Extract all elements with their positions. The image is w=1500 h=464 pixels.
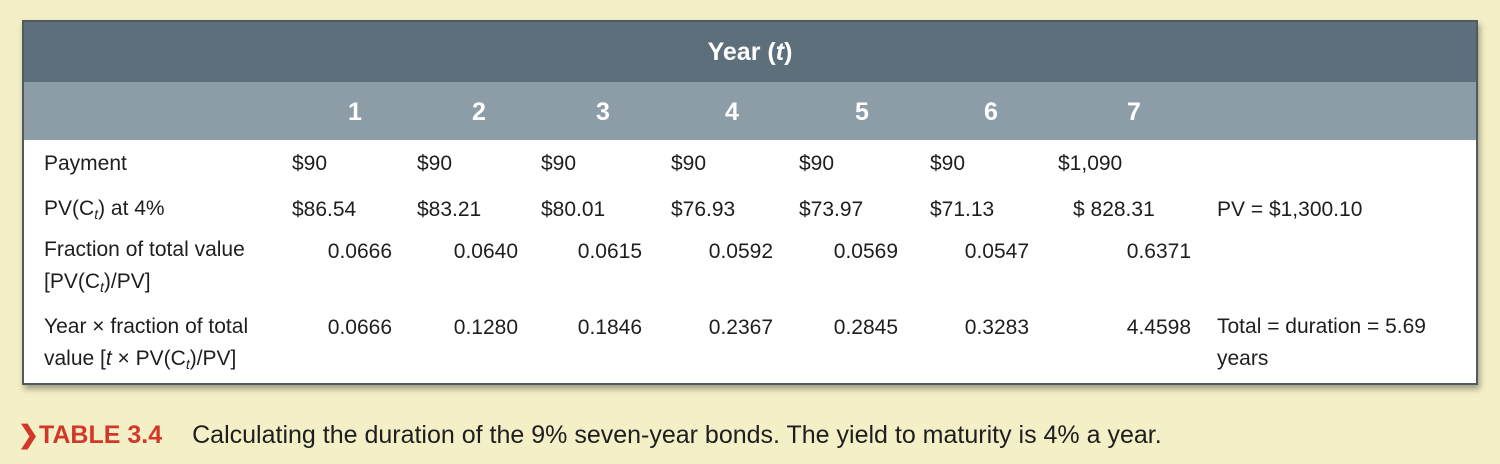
duration-total: Total = duration = 5.69 years: [1217, 315, 1426, 370]
fraction-cell: 0.0569: [833, 240, 898, 263]
year-header-var: t: [775, 37, 785, 66]
year-fraction-cell: 0.1846: [577, 316, 642, 339]
column-header-1: 1: [348, 98, 362, 126]
fraction-cell: 0.0615: [577, 240, 642, 263]
payment-cell: $90: [930, 152, 966, 175]
pv-cell: $ 828.31: [1073, 198, 1155, 221]
pv-total: PV = $1,300.10: [1217, 198, 1363, 221]
payment-cell: $90: [417, 152, 453, 175]
pv-cell: $80.01: [541, 198, 606, 221]
payment-cell: $90: [799, 152, 835, 175]
fraction-cell: 0.0640: [453, 240, 518, 263]
table-caption: ❯TABLE 3.4 Calculating the duration of th…: [18, 420, 1162, 450]
column-header-5: 5: [855, 98, 869, 126]
row-label-pv: PV(Ct) at 4%: [44, 197, 165, 222]
year-header-label: Year: [707, 37, 761, 66]
payment-cell: $90: [541, 152, 577, 175]
payment-cell: $90: [292, 152, 328, 175]
year-fraction-cell: 0.0666: [327, 316, 392, 339]
year-fraction-cell: 0.2845: [833, 316, 898, 339]
pv-cell: $73.97: [799, 198, 864, 221]
row-label-fraction: Fraction of total value [PV(Ct)/PV]: [44, 238, 245, 295]
caption-arrow-icon: ❯: [18, 421, 39, 449]
payment-cell: $1,090: [1058, 152, 1123, 175]
duration-table: Year (t) 1 2 3 4 5 6 7 Payment $90 $90 $…: [22, 20, 1478, 385]
fraction-cell: 0.6371: [1126, 240, 1191, 263]
column-header-row: 1 2 3 4 5 6 7: [24, 82, 1476, 140]
year-fraction-cell: 4.4598: [1126, 316, 1191, 339]
fraction-cell: 0.0592: [708, 240, 773, 263]
pv-cell: $76.93: [671, 198, 736, 221]
year-fraction-cell: 0.3283: [964, 316, 1029, 339]
column-header-7: 7: [1127, 98, 1141, 126]
column-header-3: 3: [596, 98, 610, 126]
fraction-cell: 0.0547: [964, 240, 1029, 263]
column-header-4: 4: [725, 98, 739, 126]
caption-text: Calculating the duration of the 9% seven…: [192, 421, 1162, 449]
pv-cell: $86.54: [292, 198, 357, 221]
pv-cell: $83.21: [417, 198, 482, 221]
year-header: Year (t): [24, 22, 1476, 82]
row-label-payment: Payment: [44, 152, 127, 175]
column-header-6: 6: [984, 98, 998, 126]
column-header-2: 2: [472, 98, 486, 126]
caption-tag: TABLE 3.4: [38, 421, 163, 449]
fraction-cell: 0.0666: [327, 240, 392, 263]
year-fraction-cell: 0.1280: [453, 316, 518, 339]
payment-cell: $90: [671, 152, 707, 175]
year-fraction-cell: 0.2367: [708, 316, 773, 339]
pv-cell: $71.13: [930, 198, 995, 221]
row-label-year-fraction: Year × fraction of total value [t × PV(C…: [44, 315, 249, 372]
